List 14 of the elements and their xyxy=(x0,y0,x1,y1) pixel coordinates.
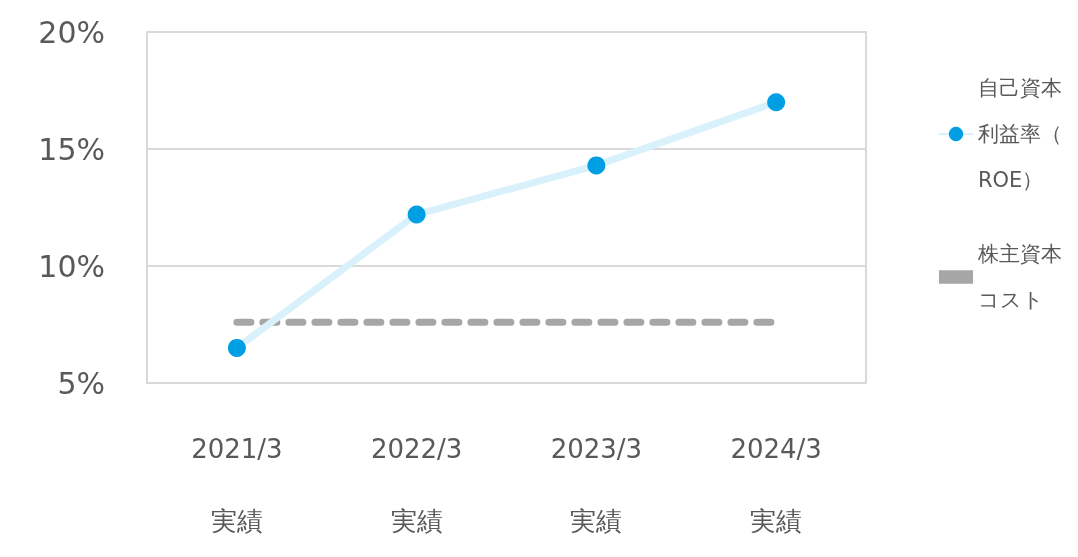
category-label: 2022/3 実績 xyxy=(370,434,463,536)
point xyxy=(587,156,606,175)
y-tick-label: 10% xyxy=(38,248,105,284)
legend-label: 自己資本利益率（ROE） xyxy=(978,76,1062,192)
point xyxy=(407,205,426,224)
category-label: 2021/3 実績 xyxy=(191,434,283,536)
y-tick-label: 20% xyxy=(38,14,105,50)
point xyxy=(227,338,246,357)
point xyxy=(767,93,786,112)
category-label: 2024/3 実績 xyxy=(730,434,822,536)
category-label: 2023/3 実績 xyxy=(550,434,643,536)
y-tick-label: 5% xyxy=(57,365,105,401)
legend-label: 株主資本コスト xyxy=(977,242,1062,312)
y-tick-label: 15% xyxy=(38,131,105,167)
